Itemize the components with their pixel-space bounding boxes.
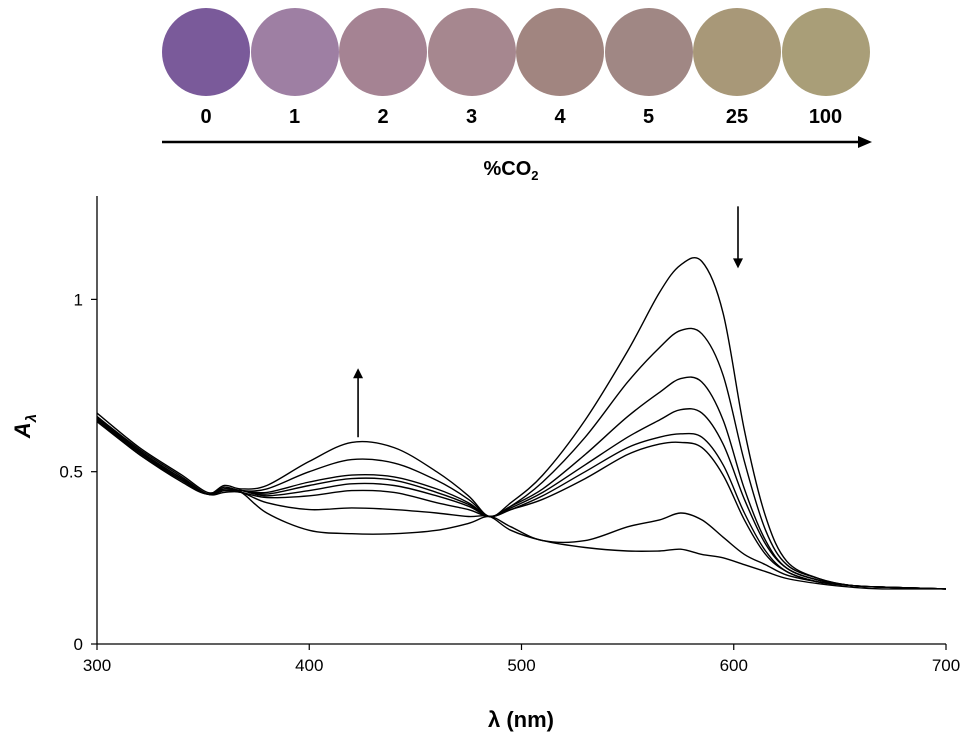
co2-swatch-label: 0 (200, 106, 212, 128)
y-axis-title: Aλ (10, 414, 40, 439)
spectrum-line-8 (96, 256, 947, 590)
co2-swatch-label: 25 (725, 106, 749, 128)
co2-axis-arrow (162, 136, 872, 148)
co2-swatch-label: 2 (377, 106, 389, 128)
absorbance-spectrum-chart: 300 400 500 600 700 00.51 λ (nm) Aλ (10, 196, 960, 732)
x-tick-label: 600 (720, 656, 748, 675)
co2-swatch-5 (604, 8, 693, 96)
up-arrow-icon (353, 368, 364, 379)
x-tick-label: 300 (83, 656, 111, 675)
spectrum-line-3 (96, 416, 947, 590)
co2-swatch-label: 100 (808, 106, 843, 128)
plot-frame (96, 196, 946, 645)
co2-swatch-label: 4 (554, 106, 566, 128)
x-axis-ticks: 300 400 500 600 700 (83, 644, 960, 675)
co2-swatch-4 (516, 8, 604, 96)
x-tick-label: 700 (932, 656, 960, 675)
co2-swatch-label: 1 (288, 106, 301, 128)
co2-swatch-2 (339, 8, 427, 96)
annotation-arrows (353, 206, 743, 438)
co2-swatch-strip: 0 1 2 3 4 5 25 100 %CO2 (0, 0, 966, 190)
y-tick-label: 0.5 (59, 463, 83, 482)
y-tick-label: 0 (74, 635, 83, 654)
spectrum-line-7 (96, 327, 947, 590)
co2-swatch-1 (250, 8, 339, 96)
spectrum-series-group (96, 256, 947, 590)
co2-swatch-label: 3 (465, 106, 478, 128)
co2-swatch-25 (693, 8, 781, 96)
co2-swatch-100 (781, 8, 870, 96)
co2-swatch-0 (162, 8, 250, 96)
co2-axis-label: %CO2 (483, 158, 539, 183)
co2-swatch-label: 5 (642, 106, 655, 128)
y-tick-label: 1 (74, 290, 83, 309)
spectrum-line-6 (96, 376, 947, 590)
x-axis-title: λ (nm) (488, 707, 554, 732)
x-tick-label: 500 (507, 656, 535, 675)
y-axis-ticks: 00.51 (59, 290, 97, 654)
down-arrow-icon (732, 258, 743, 269)
spectrum-line-4 (96, 417, 947, 590)
x-tick-label: 400 (295, 656, 323, 675)
co2-swatch-3 (427, 8, 516, 96)
